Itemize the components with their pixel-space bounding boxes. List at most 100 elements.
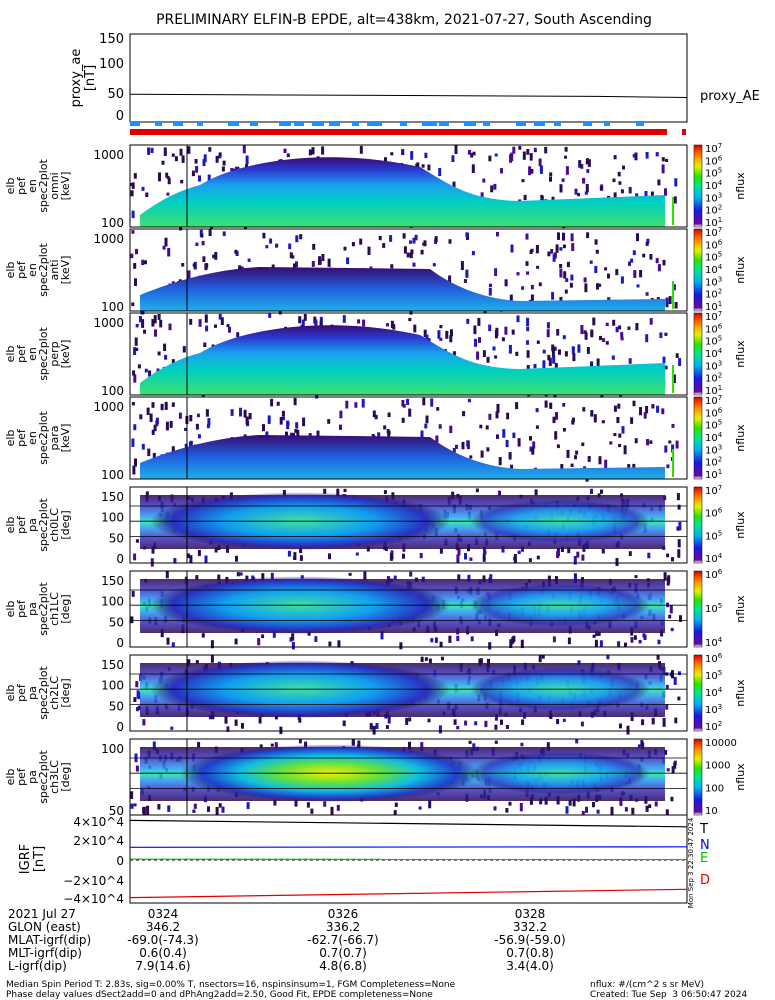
speckle xyxy=(599,640,603,648)
speckle xyxy=(674,302,678,309)
speckle xyxy=(463,279,467,283)
blue-collection-bar xyxy=(583,121,592,126)
speckle xyxy=(531,448,535,455)
speckle xyxy=(438,168,442,176)
speckle xyxy=(157,804,161,810)
speckle xyxy=(571,346,575,354)
colorbar-tick-label: 107 xyxy=(705,142,722,155)
colorbar-label: nflux xyxy=(734,763,747,791)
red-collection-bar xyxy=(130,129,667,135)
speckle xyxy=(637,744,641,748)
colorbar-label: nflux xyxy=(734,172,747,200)
speckle xyxy=(457,547,461,556)
speckle xyxy=(632,154,636,158)
speckle xyxy=(146,805,150,815)
speckle xyxy=(131,438,135,447)
speckle xyxy=(363,571,367,580)
y-axis-label: spec2plot xyxy=(37,666,50,720)
speckle xyxy=(526,350,530,358)
speckle xyxy=(618,325,622,330)
speckle xyxy=(665,158,669,162)
y-axis-label: perp xyxy=(48,341,61,366)
x-tick-label: 0326 xyxy=(328,907,359,921)
speckle xyxy=(675,353,679,358)
speckle xyxy=(613,192,617,200)
speckle xyxy=(662,259,666,266)
speckle xyxy=(582,177,586,184)
speckle xyxy=(618,181,622,185)
speckle xyxy=(466,318,470,324)
speckle xyxy=(592,634,596,638)
speckle xyxy=(226,545,229,553)
speckle xyxy=(494,724,498,730)
speckle xyxy=(584,332,588,340)
speckle xyxy=(456,635,460,642)
orbit-value: 4.8(6.8) xyxy=(319,959,367,973)
speckle xyxy=(664,365,668,370)
speckle xyxy=(210,655,214,663)
y-axis-label: spec2plot xyxy=(37,750,50,804)
speckle xyxy=(193,263,197,269)
speckle xyxy=(574,188,578,195)
speckle xyxy=(184,427,188,431)
speckle xyxy=(596,283,599,290)
speckle xyxy=(590,488,593,494)
speckle xyxy=(539,798,543,805)
speckle xyxy=(599,186,603,191)
orbit-date: 2021 Jul 27 xyxy=(8,907,76,921)
speckle xyxy=(436,407,440,411)
speckle xyxy=(654,801,658,807)
orbit-value: 336.2 xyxy=(326,920,360,934)
speckle xyxy=(665,809,669,815)
speckle xyxy=(133,803,137,807)
speckle xyxy=(462,411,466,417)
speckle xyxy=(135,765,139,772)
speckle xyxy=(413,324,417,333)
speckle xyxy=(598,283,602,287)
y-axis-label: proxy_ae xyxy=(69,49,84,108)
speckle xyxy=(634,438,638,444)
speckle xyxy=(493,183,497,190)
y-tick-label: 0 xyxy=(116,720,124,734)
speckle xyxy=(342,315,346,323)
speckle xyxy=(676,493,680,501)
colorbar xyxy=(693,396,703,480)
speckle xyxy=(130,616,134,624)
speckle xyxy=(155,420,159,427)
colorbar-tick-label: 105 xyxy=(705,251,722,264)
speckle xyxy=(207,174,211,183)
speckle xyxy=(273,799,277,806)
speckle xyxy=(565,806,569,814)
speckle xyxy=(182,346,186,353)
speckle xyxy=(291,633,295,641)
speckle xyxy=(581,554,585,561)
speckle xyxy=(430,398,434,407)
speckle xyxy=(448,239,452,244)
speckle xyxy=(677,696,681,701)
speckle xyxy=(516,272,520,276)
speckle xyxy=(635,193,639,198)
y-axis-label: spec2plot xyxy=(37,582,50,636)
speckle xyxy=(521,546,524,552)
orbit-value: -69.0(-74.3) xyxy=(127,933,198,947)
speckle xyxy=(412,237,416,244)
colorbar-label: nflux xyxy=(734,256,747,284)
speckle xyxy=(482,553,486,562)
speckle xyxy=(268,313,272,318)
speckle xyxy=(142,719,146,726)
speckle xyxy=(295,235,299,243)
speckle xyxy=(645,152,649,159)
y-axis-label: [nT] xyxy=(32,846,47,872)
speckle xyxy=(580,721,584,727)
speckle xyxy=(548,357,552,366)
speckle xyxy=(512,635,516,642)
speckle xyxy=(132,370,136,376)
speckle xyxy=(160,628,164,638)
speckle xyxy=(466,440,470,450)
speckle xyxy=(668,440,672,444)
speckle xyxy=(130,803,134,809)
speckle xyxy=(294,429,298,433)
speckle xyxy=(203,154,207,163)
speckle xyxy=(585,806,588,813)
